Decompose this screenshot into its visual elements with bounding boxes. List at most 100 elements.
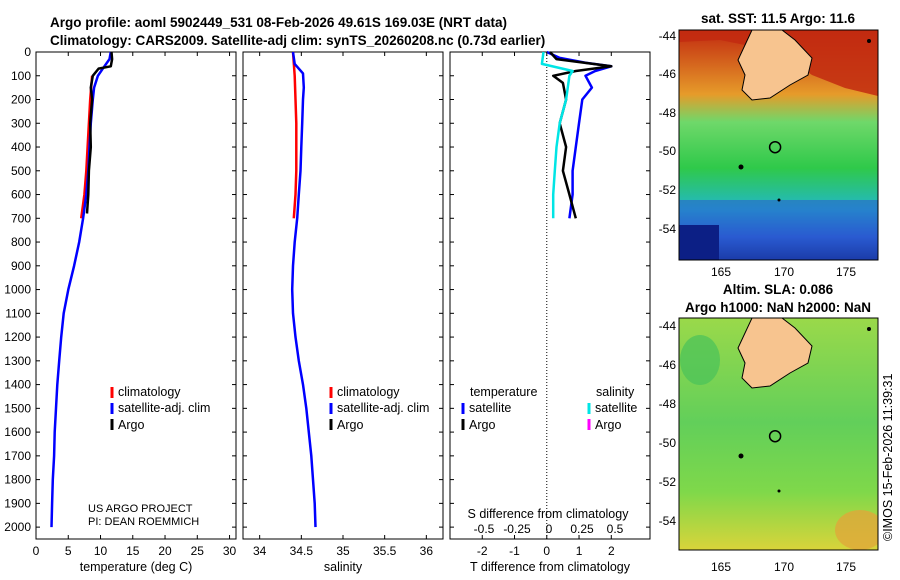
lon-tick: 175 xyxy=(836,560,856,574)
lat-tick: -50 xyxy=(659,436,677,450)
lon-tick: 170 xyxy=(774,560,794,574)
s-tick: 0 xyxy=(546,522,553,536)
legend-label: climatology xyxy=(118,385,181,399)
s-tick: -0.5 xyxy=(474,522,495,536)
legend-group-title: temperature xyxy=(470,385,537,399)
x-tick-label: -1 xyxy=(509,544,520,558)
x-axes: 0 5 10 15 20 25 30 34 34.5 35 35.5 36 -2 -1 0 1 2 xyxy=(33,52,615,558)
difference-legend: temperature satellite Argo salinity sate… xyxy=(461,385,637,432)
x-tick-label: 0 xyxy=(543,544,550,558)
depth-tick-label: 800 xyxy=(11,235,31,249)
lat-tick: -46 xyxy=(659,358,677,372)
series-satellite-adj-clim xyxy=(50,51,113,528)
sst-warm-patch xyxy=(679,30,878,96)
depth-tick-label: 1200 xyxy=(4,330,31,344)
lat-tick: -52 xyxy=(659,475,677,489)
series-climatology xyxy=(79,75,94,219)
x-tick-label: 36 xyxy=(420,544,434,558)
x-tick-label: -2 xyxy=(477,544,488,558)
x-tick-label: 20 xyxy=(158,544,172,558)
lat-tick: -44 xyxy=(659,319,677,333)
salinity-panel-frame xyxy=(242,51,444,540)
x-tick-label: 34.5 xyxy=(290,544,314,558)
island-marker xyxy=(738,164,744,170)
legend-label: Argo xyxy=(469,418,495,432)
island-marker xyxy=(777,489,781,493)
x-tick-label: 15 xyxy=(126,544,140,558)
depth-tick-label: 700 xyxy=(11,211,31,225)
sst-map-axes: -44 -46 -48 -50 -52 -54 165 170 175 xyxy=(659,29,857,279)
x-tick-label: 35.5 xyxy=(373,544,397,558)
island-marker xyxy=(867,327,871,331)
series-salinity-satellite xyxy=(540,51,574,219)
depth-tick-label: 1800 xyxy=(4,473,31,487)
sla-map-axes: -44 -46 -48 -50 -52 -54 165 170 175 xyxy=(659,319,857,574)
s-tick: -0.25 xyxy=(503,522,531,536)
island-marker xyxy=(777,198,781,202)
x-tick-label: 10 xyxy=(94,544,108,558)
lon-tick: 175 xyxy=(836,265,856,279)
salinity-xlabel: salinity xyxy=(324,560,363,574)
x-tick-label: 25 xyxy=(191,544,205,558)
legend-label: Argo xyxy=(118,418,144,432)
land-south-island xyxy=(737,318,813,389)
lat-tick: -52 xyxy=(659,183,677,197)
timestamp: ©IMOS 15-Feb-2026 11:39:31 xyxy=(881,374,895,541)
sla-map xyxy=(679,318,878,550)
legend-label: satellite xyxy=(595,401,637,415)
depth-tick-label: 500 xyxy=(11,164,31,178)
legend-label: satellite xyxy=(469,401,511,415)
temperature-panel-frame xyxy=(35,51,237,540)
depth-tick-label: 1500 xyxy=(4,401,31,415)
lon-tick: 165 xyxy=(711,265,731,279)
depth-axis: 0 100 200 300 400 500 600 700 800 900 1000 1100 1200… xyxy=(4,45,650,534)
lat-tick: -44 xyxy=(659,29,677,43)
island-marker xyxy=(867,39,871,43)
argo-float-location xyxy=(768,140,782,154)
x-tick-label: 34 xyxy=(253,544,267,558)
depth-tick-label: 100 xyxy=(11,69,31,83)
lat-tick: -46 xyxy=(659,67,677,81)
s-difference-label: S difference from climatology xyxy=(468,507,630,521)
lon-tick: 170 xyxy=(774,265,794,279)
legend-label: Argo xyxy=(337,418,363,432)
legend-label: satellite-adj. clim xyxy=(337,401,429,415)
x-tick-label: 5 xyxy=(65,544,72,558)
series-satellite-adj-clim xyxy=(290,51,317,528)
s-difference-ticks: -0.5 -0.25 0 0.25 0.5 xyxy=(474,522,624,536)
depth-tick-label: 1400 xyxy=(4,378,31,392)
island-marker xyxy=(738,453,744,459)
figure-title-line1: Argo profile: aoml 5902449_531 08-Feb-20… xyxy=(50,15,507,30)
difference-panel-frame xyxy=(449,51,651,540)
legend-label: climatology xyxy=(337,385,400,399)
depth-tick-label: 900 xyxy=(11,259,31,273)
land-south-island xyxy=(737,30,813,101)
lat-tick: -48 xyxy=(659,397,677,411)
lat-tick: -48 xyxy=(659,106,677,120)
series-argo xyxy=(85,51,114,214)
legend-label: Argo xyxy=(595,418,621,432)
difference-xlabel: T difference from climatology xyxy=(470,560,631,574)
argo-float-location xyxy=(768,429,782,443)
x-tick-label: 2 xyxy=(608,544,615,558)
sla-high-patch xyxy=(835,510,878,550)
lat-tick: -50 xyxy=(659,144,677,158)
depth-tick-label: 1900 xyxy=(4,496,31,510)
temperature-series xyxy=(50,51,114,528)
project-credit: US ARGO PROJECT xyxy=(88,503,193,515)
x-tick-label: 35 xyxy=(336,544,350,558)
sla-map-subtitle: Argo h1000: NaN h2000: NaN xyxy=(685,300,871,315)
depth-tick-label: 1100 xyxy=(5,306,31,320)
lat-tick: -54 xyxy=(659,514,677,528)
depth-tick-label: 200 xyxy=(11,93,31,107)
pi-credit: PI: DEAN ROEMMICH xyxy=(88,516,199,528)
sla-map-frame xyxy=(678,317,879,551)
sst-coldest-patch xyxy=(679,225,719,260)
s-tick: 0.5 xyxy=(607,522,624,536)
sst-map-title: sat. SST: 11.5 Argo: 11.6 xyxy=(701,11,856,26)
depth-tick-label: 400 xyxy=(11,140,31,154)
legend-group-title: salinity xyxy=(596,385,635,399)
depth-tick-label: 1600 xyxy=(4,425,31,439)
sla-low-patch xyxy=(680,335,720,385)
